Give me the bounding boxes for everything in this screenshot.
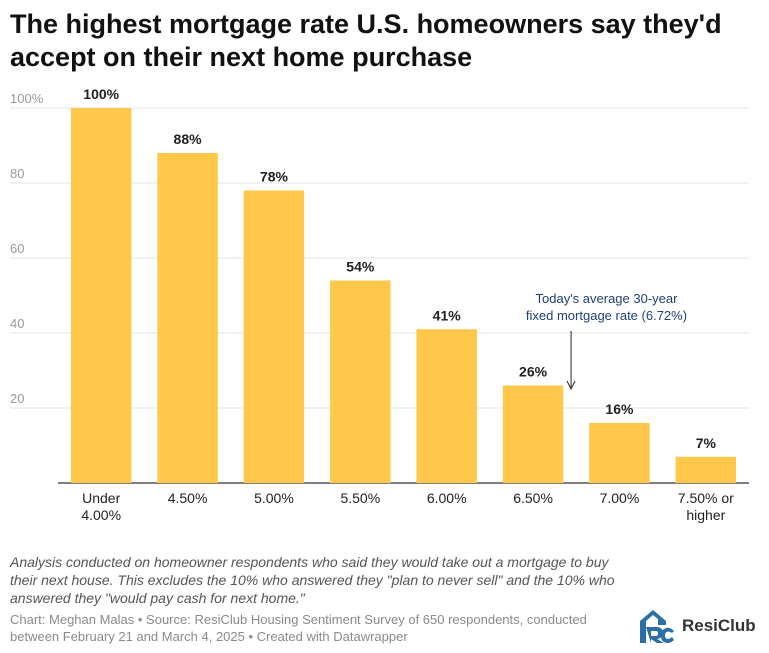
chart-notes: Analysis conducted on homeowner responde… bbox=[10, 554, 615, 606]
category-label: 4.50% bbox=[168, 490, 208, 506]
category-label: 7.50% or bbox=[678, 490, 734, 506]
category-label: Under bbox=[82, 490, 120, 506]
category-label: 5.00% bbox=[254, 490, 294, 506]
category-label: 5.50% bbox=[340, 490, 380, 506]
bar bbox=[589, 423, 650, 483]
annotation-text: fixed mortgage rate (6.72%) bbox=[526, 308, 687, 323]
chart-credit: Chart: Meghan Malas • Source: ResiClub H… bbox=[10, 612, 587, 644]
chart-title: The highest mortgage rate U.S. homeowner… bbox=[10, 9, 722, 72]
value-label: 41% bbox=[433, 307, 462, 323]
value-label: 16% bbox=[605, 401, 634, 417]
annotation-arrow-head bbox=[566, 380, 576, 391]
resiclub-logo-icon bbox=[640, 610, 674, 643]
bar bbox=[70, 108, 132, 483]
value-label: 7% bbox=[696, 435, 717, 451]
resiclub-logo: ResiClub bbox=[638, 606, 756, 646]
category-label: 6.50% bbox=[513, 490, 553, 506]
value-label: 54% bbox=[346, 259, 375, 275]
bar bbox=[416, 329, 477, 483]
bar bbox=[330, 280, 391, 483]
bar bbox=[675, 456, 737, 483]
y-tick-label: 100% bbox=[10, 91, 44, 106]
annotation-text: Today's average 30-year bbox=[536, 291, 679, 306]
bars bbox=[70, 108, 737, 483]
annotation: Today's average 30-year fixed mortgage ra… bbox=[526, 291, 687, 391]
value-label: 88% bbox=[174, 131, 203, 147]
bar bbox=[243, 190, 305, 483]
y-tick-label: 40 bbox=[10, 316, 24, 331]
logo-text: ResiClub bbox=[682, 616, 756, 635]
bar bbox=[502, 385, 564, 483]
category-label: 4.00% bbox=[81, 507, 121, 523]
category-label: higher bbox=[686, 507, 725, 523]
y-tick-label: 80 bbox=[10, 166, 24, 181]
y-tick-label: 20 bbox=[10, 391, 24, 406]
category-label: 6.00% bbox=[427, 490, 467, 506]
bar bbox=[157, 153, 218, 483]
value-label: 26% bbox=[519, 364, 548, 380]
category-label: 7.00% bbox=[600, 490, 640, 506]
value-label: 100% bbox=[83, 86, 119, 102]
value-label: 78% bbox=[260, 169, 289, 185]
y-tick-label: 60 bbox=[10, 241, 24, 256]
